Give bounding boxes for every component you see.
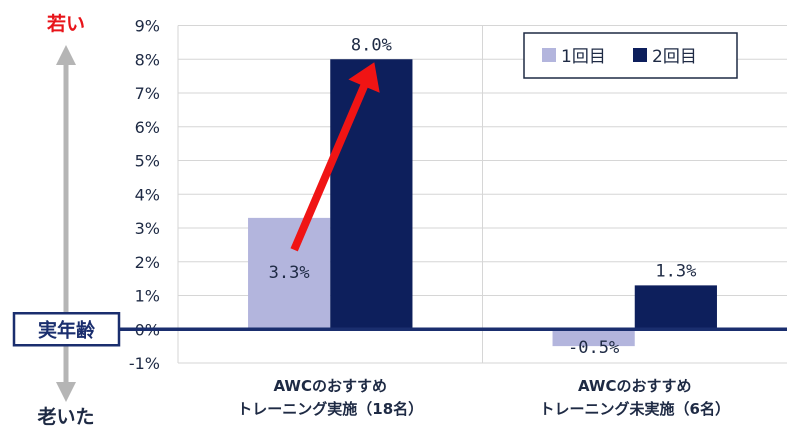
category-label: AWCのおすすめ (274, 377, 388, 395)
category-label: トレーニング実施（18名） (237, 400, 423, 418)
y-tick-label: 7% (135, 84, 160, 103)
y-tick-label: -1% (129, 354, 160, 373)
trend-arrow-shape (290, 62, 380, 252)
bar-2-category-2 (634, 285, 717, 330)
data-label: 3.3% (269, 263, 310, 283)
trend-arrow-icon (290, 62, 380, 252)
data-label: -0.5% (568, 338, 619, 358)
actual-age-box (12, 312, 121, 347)
y-tick-label: 9% (135, 17, 160, 36)
legend-label-series-1: 1回目 (561, 47, 606, 67)
legend-swatch-series-1 (542, 48, 556, 62)
category-label: AWCのおすすめ (578, 377, 692, 395)
bar-2-category-1 (330, 59, 413, 330)
data-labels: 3.3% 8.0% -0.5% 1.3% (269, 35, 697, 358)
legend: 1回目 2回目 (523, 32, 738, 79)
data-label: 8.0% (351, 35, 392, 55)
bar-1-category-1 (248, 217, 331, 330)
bar-1-category-2 (552, 329, 635, 347)
category-label: トレーニング未実施（6名） (540, 400, 730, 418)
y-tick-label: 1% (135, 287, 160, 306)
younger-label: 若い (47, 12, 85, 35)
y-tick-label: 3% (135, 219, 160, 238)
bars (119, 59, 787, 347)
data-label: 1.3% (655, 261, 696, 281)
actual-age-label: 実年齢 (38, 318, 96, 341)
y-axis-ticks: -1%0%1%2%3%4%5%6%7%8%9% (129, 17, 160, 374)
legend-swatch-series-2 (633, 48, 647, 62)
older-label: 老いた (37, 405, 94, 428)
legend-label-series-2: 2回目 (652, 47, 697, 67)
y-tick-label: 2% (135, 253, 160, 272)
y-tick-label: 8% (135, 50, 160, 69)
y-tick-label: 4% (135, 185, 160, 204)
y-tick-label: 5% (135, 152, 160, 171)
y-tick-label: 6% (135, 118, 160, 137)
